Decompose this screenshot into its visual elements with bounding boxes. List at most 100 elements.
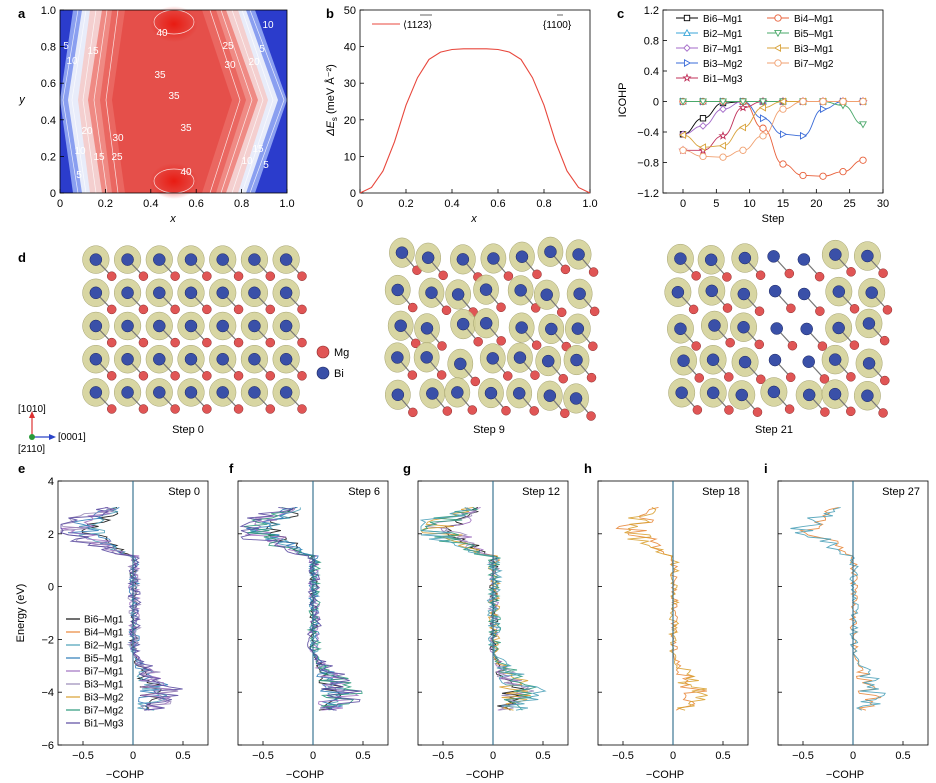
mg-atom xyxy=(265,371,276,381)
mg-atom xyxy=(473,336,483,347)
icohp-marker xyxy=(682,73,692,82)
icohp-line xyxy=(682,101,863,158)
bi-atom xyxy=(737,287,751,301)
mg-atom xyxy=(202,371,212,381)
cohp-legend-entry: Bi5–Mg1 xyxy=(84,654,124,665)
panel-b-frame xyxy=(359,9,591,194)
cohp-curve xyxy=(245,507,360,711)
cohp-xtick-label: 0.5 xyxy=(715,750,730,762)
mg-atom xyxy=(724,405,734,415)
bi-legend-label: Bi xyxy=(334,368,344,380)
axis-right-label: [0001] xyxy=(58,432,86,443)
mg-atom xyxy=(233,404,244,414)
mg-atom xyxy=(170,371,180,381)
bi-atom xyxy=(543,389,557,402)
contour-label: 15 xyxy=(87,46,99,57)
bi-atom xyxy=(738,355,752,369)
contour-label: 40 xyxy=(180,167,192,178)
contour-label: 20 xyxy=(248,57,260,68)
contour-label: 5 xyxy=(63,41,69,52)
bi-atom xyxy=(832,321,845,335)
icohp-marker xyxy=(719,105,727,113)
mg-atom xyxy=(442,406,453,416)
barrier-curve xyxy=(359,48,591,194)
bi-atom xyxy=(674,252,687,265)
mg-atom xyxy=(410,338,421,349)
cohp-ylabel: Energy (eV) xyxy=(15,584,27,643)
icohp-marker xyxy=(679,146,687,154)
mg-atom xyxy=(878,268,888,278)
mg-atom xyxy=(754,339,765,350)
bi-atom xyxy=(425,286,438,299)
c-ytick-label: 0.8 xyxy=(644,36,659,48)
bi-atom xyxy=(391,388,405,402)
mg-atom xyxy=(588,267,599,277)
contour-label: 5 xyxy=(263,160,269,171)
mg-atom xyxy=(106,304,117,315)
cohp-panel-label: g xyxy=(403,461,411,476)
mg-atom xyxy=(170,304,180,315)
icohp-marker xyxy=(799,171,807,180)
c-xtick-label: 0 xyxy=(680,198,686,210)
c-ytick-label: 0.4 xyxy=(644,66,659,78)
mg-atom xyxy=(558,373,568,384)
bi-atom xyxy=(800,322,813,336)
contour-label: 35 xyxy=(180,123,192,134)
bi-atom xyxy=(705,284,719,298)
contour-label: 15 xyxy=(252,144,264,155)
icohp-marker xyxy=(774,14,782,22)
b-ytick-label: 50 xyxy=(344,5,356,17)
icohp-marker xyxy=(739,98,747,106)
legend-entry: Bi1–Mg3 xyxy=(703,74,743,85)
bi-atom xyxy=(572,248,585,261)
mg-atom xyxy=(138,371,149,381)
mg-atom xyxy=(436,370,447,380)
mg-atom xyxy=(408,407,418,418)
mg-atom xyxy=(691,341,701,351)
legend-entry: Bi6–Mg1 xyxy=(703,14,743,25)
legend-entry: Bi3–Mg1 xyxy=(794,44,834,55)
bi-atom xyxy=(797,253,811,266)
bi-atom xyxy=(862,357,876,370)
bi-atom xyxy=(456,253,470,266)
mg-atom xyxy=(814,271,825,282)
bi-atom xyxy=(479,316,493,330)
cohp-xtick-label: −0.5 xyxy=(252,750,274,762)
bi-atom xyxy=(675,386,688,399)
cohp-panels: e Step 0 −0.5 0 0.5 −COHP 4 2 0 −2 −4 −6 Energy (eV)… xyxy=(15,461,929,781)
c-xtick-label: 30 xyxy=(877,198,889,210)
b-xtick-label: 0.2 xyxy=(398,198,413,210)
contour-label: 10 xyxy=(66,56,78,67)
bi-atom xyxy=(121,253,134,266)
icohp-marker xyxy=(679,98,687,106)
mg-atom xyxy=(532,269,542,280)
icohp-legend: Bi6–Mg1 Bi2–Mg1 Bi7–Mg1 Bi3–Mg2 Bi1–Mg3 Bi4–M… xyxy=(676,14,834,85)
mg-atom xyxy=(529,406,539,416)
a-xtick-label: 0 xyxy=(57,198,63,210)
panel-b-label: b xyxy=(326,6,334,21)
icohp-marker xyxy=(759,132,767,140)
c-ytick-label: 1.2 xyxy=(644,5,659,17)
bi-atom xyxy=(420,322,434,335)
mg-atom xyxy=(589,306,600,317)
bi-atom xyxy=(515,321,528,334)
cohp-panel: h Step 18 −0.5 0 0.5 −COHP xyxy=(584,461,749,781)
cohp-xtick-label: −0.5 xyxy=(72,750,94,762)
mg-atom xyxy=(688,304,699,315)
cohp-ytick-label: 4 xyxy=(48,476,54,488)
bi-atom xyxy=(89,386,103,399)
cohp-xtick-label: −0.5 xyxy=(612,750,634,762)
mg-atom xyxy=(531,340,542,350)
mg-legend-label: Mg xyxy=(334,347,349,359)
icohp-marker xyxy=(683,28,691,37)
icohp-marker xyxy=(779,130,788,139)
mg-atom xyxy=(560,408,570,419)
c-xtick-label: 10 xyxy=(744,198,756,210)
mg-atom xyxy=(846,372,856,382)
icohp-marker xyxy=(859,156,867,164)
icohp-marker xyxy=(819,105,828,114)
bi-atom xyxy=(571,322,585,335)
legend-plane-label: {1100} xyxy=(543,20,572,31)
cohp-legend-entry: Bi3–Mg2 xyxy=(84,693,124,704)
